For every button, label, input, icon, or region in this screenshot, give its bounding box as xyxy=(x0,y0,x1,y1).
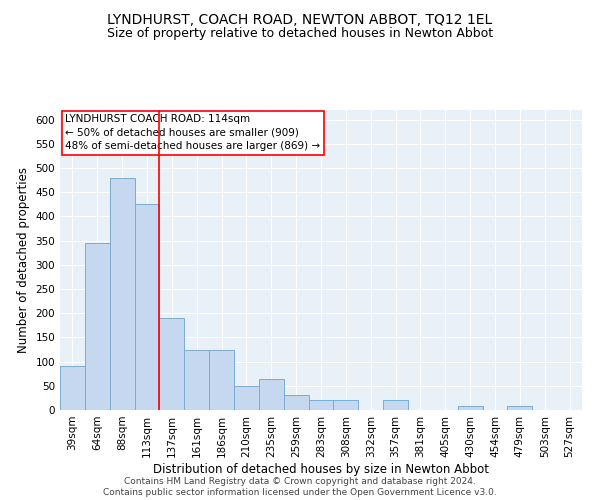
Bar xyxy=(184,350,209,410)
Bar xyxy=(85,243,110,410)
Bar xyxy=(284,396,308,410)
Bar xyxy=(234,386,259,410)
Bar xyxy=(334,400,358,410)
Bar xyxy=(508,406,532,410)
Bar xyxy=(60,366,85,410)
Text: LYNDHURST COACH ROAD: 114sqm
← 50% of detached houses are smaller (909)
48% of s: LYNDHURST COACH ROAD: 114sqm ← 50% of de… xyxy=(65,114,320,151)
Bar xyxy=(134,204,160,410)
Bar xyxy=(110,178,134,410)
Y-axis label: Number of detached properties: Number of detached properties xyxy=(17,167,30,353)
Text: Size of property relative to detached houses in Newton Abbot: Size of property relative to detached ho… xyxy=(107,28,493,40)
Bar xyxy=(383,400,408,410)
Bar xyxy=(308,400,334,410)
Bar xyxy=(209,350,234,410)
Bar xyxy=(259,378,284,410)
X-axis label: Distribution of detached houses by size in Newton Abbot: Distribution of detached houses by size … xyxy=(153,462,489,475)
Text: Contains public sector information licensed under the Open Government Licence v3: Contains public sector information licen… xyxy=(103,488,497,497)
Bar xyxy=(160,318,184,410)
Text: Contains HM Land Registry data © Crown copyright and database right 2024.: Contains HM Land Registry data © Crown c… xyxy=(124,476,476,486)
Text: LYNDHURST, COACH ROAD, NEWTON ABBOT, TQ12 1EL: LYNDHURST, COACH ROAD, NEWTON ABBOT, TQ1… xyxy=(107,12,493,26)
Bar xyxy=(458,406,482,410)
